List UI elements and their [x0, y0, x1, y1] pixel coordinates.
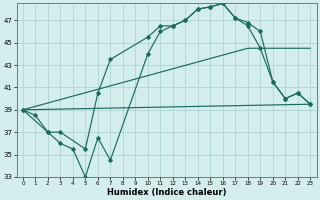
X-axis label: Humidex (Indice chaleur): Humidex (Indice chaleur) — [107, 188, 226, 197]
